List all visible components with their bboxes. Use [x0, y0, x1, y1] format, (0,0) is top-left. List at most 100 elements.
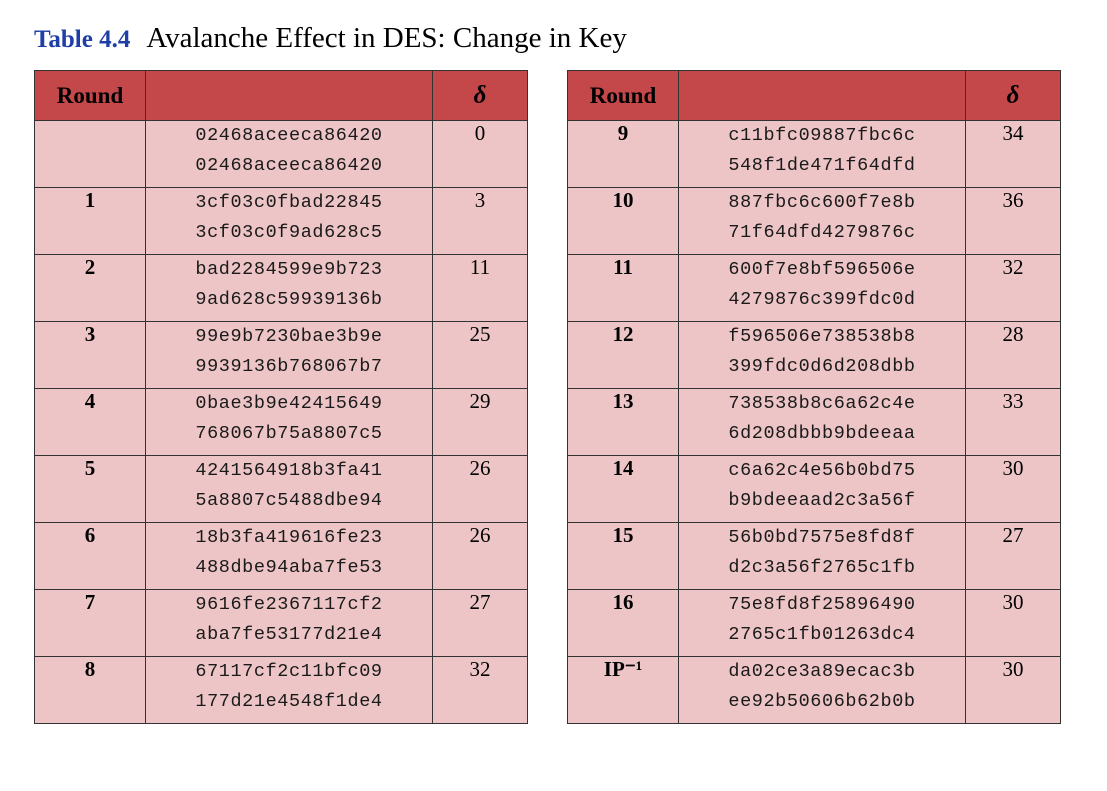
- table-caption: Table 4.4 Avalanche Effect in DES: Chang…: [34, 22, 627, 60]
- hex-values-cell: 738538b8c6a62c4e 6d208dbbb9bdeeaa: [678, 388, 966, 456]
- hex-value-line-2: 9ad628c59939136b: [195, 289, 383, 310]
- table-row: 11 600f7e8bf596506e 4279876c399fdc0d 32: [567, 254, 1061, 322]
- round-cell: 10: [567, 187, 679, 255]
- round-cell: [34, 120, 146, 188]
- hex-values-cell: 67117cf2c11bfc09 177d21e4548f1de4: [145, 656, 433, 724]
- hex-value-line-1: 4241564918b3fa41: [195, 460, 383, 481]
- table-row: 3 99e9b7230bae3b9e 9939136b768067b7 25: [34, 321, 528, 389]
- round-cell: 1: [34, 187, 146, 255]
- hex-value-line-1: 18b3fa419616fe23: [195, 527, 383, 548]
- table-row: 7 9616fe2367117cf2 aba7fe53177d21e4 27: [34, 589, 528, 657]
- table-row: IP⁻¹ da02ce3a89ecac3b ee92b50606b62b0b 30: [567, 656, 1061, 724]
- caption-label: Table 4.4: [34, 26, 131, 53]
- delta-cell: 36: [965, 187, 1061, 255]
- table-row: 14 c6a62c4e56b0bd75 b9bdeeaad2c3a56f 30: [567, 455, 1061, 523]
- delta-cell: 26: [432, 522, 528, 590]
- delta-cell: 3: [432, 187, 528, 255]
- hex-value-line-1: c6a62c4e56b0bd75: [728, 460, 916, 481]
- round-cell: 14: [567, 455, 679, 523]
- hex-value-line-2: 9939136b768067b7: [195, 356, 383, 377]
- delta-cell: 33: [965, 388, 1061, 456]
- hex-value-line-1: 600f7e8bf596506e: [728, 259, 916, 280]
- hex-value-line-1: 887fbc6c600f7e8b: [728, 192, 916, 213]
- table-header-row: Round δ: [34, 70, 528, 121]
- table-row: 8 67117cf2c11bfc09 177d21e4548f1de4 32: [34, 656, 528, 724]
- round-cell: 6: [34, 522, 146, 590]
- table-row: 5 4241564918b3fa41 5a8807c5488dbe94 26: [34, 455, 528, 523]
- hex-value-line-2: 3cf03c0f9ad628c5: [195, 222, 383, 243]
- hex-value-line-1: 99e9b7230bae3b9e: [195, 326, 383, 347]
- hex-value-line-1: 67117cf2c11bfc09: [195, 661, 383, 682]
- round-cell: 12: [567, 321, 679, 389]
- delta-cell: 11: [432, 254, 528, 322]
- hex-value-line-1: 02468aceeca86420: [195, 125, 383, 146]
- round-cell: 13: [567, 388, 679, 456]
- caption-title: Avalanche Effect in DES: Change in Key: [146, 22, 627, 54]
- delta-cell: 0: [432, 120, 528, 188]
- round-cell: 8: [34, 656, 146, 724]
- delta-cell: 27: [965, 522, 1061, 590]
- hex-value-line-2: d2c3a56f2765c1fb: [728, 557, 916, 578]
- hex-values-cell: 600f7e8bf596506e 4279876c399fdc0d: [678, 254, 966, 322]
- table-row: 2 bad2284599e9b723 9ad628c59939136b 11: [34, 254, 528, 322]
- hex-value-line-1: 0bae3b9e42415649: [195, 393, 383, 414]
- round-cell: 3: [34, 321, 146, 389]
- table-body: 9 c11bfc09887fbc6c 548f1de471f64dfd 34 10 887…: [567, 120, 1061, 724]
- delta-cell: 30: [965, 589, 1061, 657]
- hex-values-cell: 4241564918b3fa41 5a8807c5488dbe94: [145, 455, 433, 523]
- values-column-header: [145, 70, 433, 121]
- hex-values-cell: 75e8fd8f25896490 2765c1fb01263dc4: [678, 589, 966, 657]
- hex-values-cell: 18b3fa419616fe23 488dbe94aba7fe53: [145, 522, 433, 590]
- hex-value-line-2: 2765c1fb01263dc4: [728, 624, 916, 645]
- hex-values-cell: 9616fe2367117cf2 aba7fe53177d21e4: [145, 589, 433, 657]
- round-cell: 7: [34, 589, 146, 657]
- hex-value-line-1: 738538b8c6a62c4e: [728, 393, 916, 414]
- hex-value-line-1: bad2284599e9b723: [195, 259, 383, 280]
- hex-value-line-2: 4279876c399fdc0d: [728, 289, 916, 310]
- table-row: 9 c11bfc09887fbc6c 548f1de471f64dfd 34: [567, 120, 1061, 188]
- avalanche-table-left: Round δ 02468aceeca86420 02468aceeca86420…: [34, 70, 528, 724]
- table-row: 10 887fbc6c600f7e8b 71f64dfd4279876c 36: [567, 187, 1061, 255]
- table-row: 4 0bae3b9e42415649 768067b75a8807c5 29: [34, 388, 528, 456]
- delta-column-header: δ: [432, 70, 528, 121]
- hex-values-cell: 0bae3b9e42415649 768067b75a8807c5: [145, 388, 433, 456]
- hex-values-cell: 3cf03c0fbad22845 3cf03c0f9ad628c5: [145, 187, 433, 255]
- values-column-header: [678, 70, 966, 121]
- round-cell: IP⁻¹: [567, 656, 679, 724]
- hex-value-line-1: 9616fe2367117cf2: [195, 594, 383, 615]
- hex-values-cell: c6a62c4e56b0bd75 b9bdeeaad2c3a56f: [678, 455, 966, 523]
- hex-values-cell: 56b0bd7575e8fd8f d2c3a56f2765c1fb: [678, 522, 966, 590]
- hex-values-cell: f596506e738538b8 399fdc0d6d208dbb: [678, 321, 966, 389]
- hex-values-cell: da02ce3a89ecac3b ee92b50606b62b0b: [678, 656, 966, 724]
- round-cell: 4: [34, 388, 146, 456]
- hex-value-line-2: 768067b75a8807c5: [195, 423, 383, 444]
- delta-cell: 30: [965, 455, 1061, 523]
- table-body: 02468aceeca86420 02468aceeca86420 0 1 3cf03c…: [34, 120, 528, 724]
- hex-values-cell: bad2284599e9b723 9ad628c59939136b: [145, 254, 433, 322]
- hex-value-line-2: aba7fe53177d21e4: [195, 624, 383, 645]
- hex-value-line-2: 177d21e4548f1de4: [195, 691, 383, 712]
- table-row: 16 75e8fd8f25896490 2765c1fb01263dc4 30: [567, 589, 1061, 657]
- delta-cell: 32: [965, 254, 1061, 322]
- table-row: 15 56b0bd7575e8fd8f d2c3a56f2765c1fb 27: [567, 522, 1061, 590]
- hex-value-line-2: 71f64dfd4279876c: [728, 222, 916, 243]
- hex-value-line-2: b9bdeeaad2c3a56f: [728, 490, 916, 511]
- delta-cell: 27: [432, 589, 528, 657]
- hex-value-line-2: 6d208dbbb9bdeeaa: [728, 423, 916, 444]
- hex-value-line-1: c11bfc09887fbc6c: [728, 125, 916, 146]
- hex-value-line-1: f596506e738538b8: [728, 326, 916, 347]
- round-cell: 2: [34, 254, 146, 322]
- hex-value-line-2: 5a8807c5488dbe94: [195, 490, 383, 511]
- round-cell: 15: [567, 522, 679, 590]
- table-row: 6 18b3fa419616fe23 488dbe94aba7fe53 26: [34, 522, 528, 590]
- hex-value-line-2: 02468aceeca86420: [195, 155, 383, 176]
- delta-cell: 34: [965, 120, 1061, 188]
- round-column-header: Round: [567, 70, 679, 121]
- table-row: 13 738538b8c6a62c4e 6d208dbbb9bdeeaa 33: [567, 388, 1061, 456]
- delta-cell: 28: [965, 321, 1061, 389]
- delta-cell: 26: [432, 455, 528, 523]
- hex-value-line-1: 3cf03c0fbad22845: [195, 192, 383, 213]
- round-cell: 16: [567, 589, 679, 657]
- hex-values-cell: c11bfc09887fbc6c 548f1de471f64dfd: [678, 120, 966, 188]
